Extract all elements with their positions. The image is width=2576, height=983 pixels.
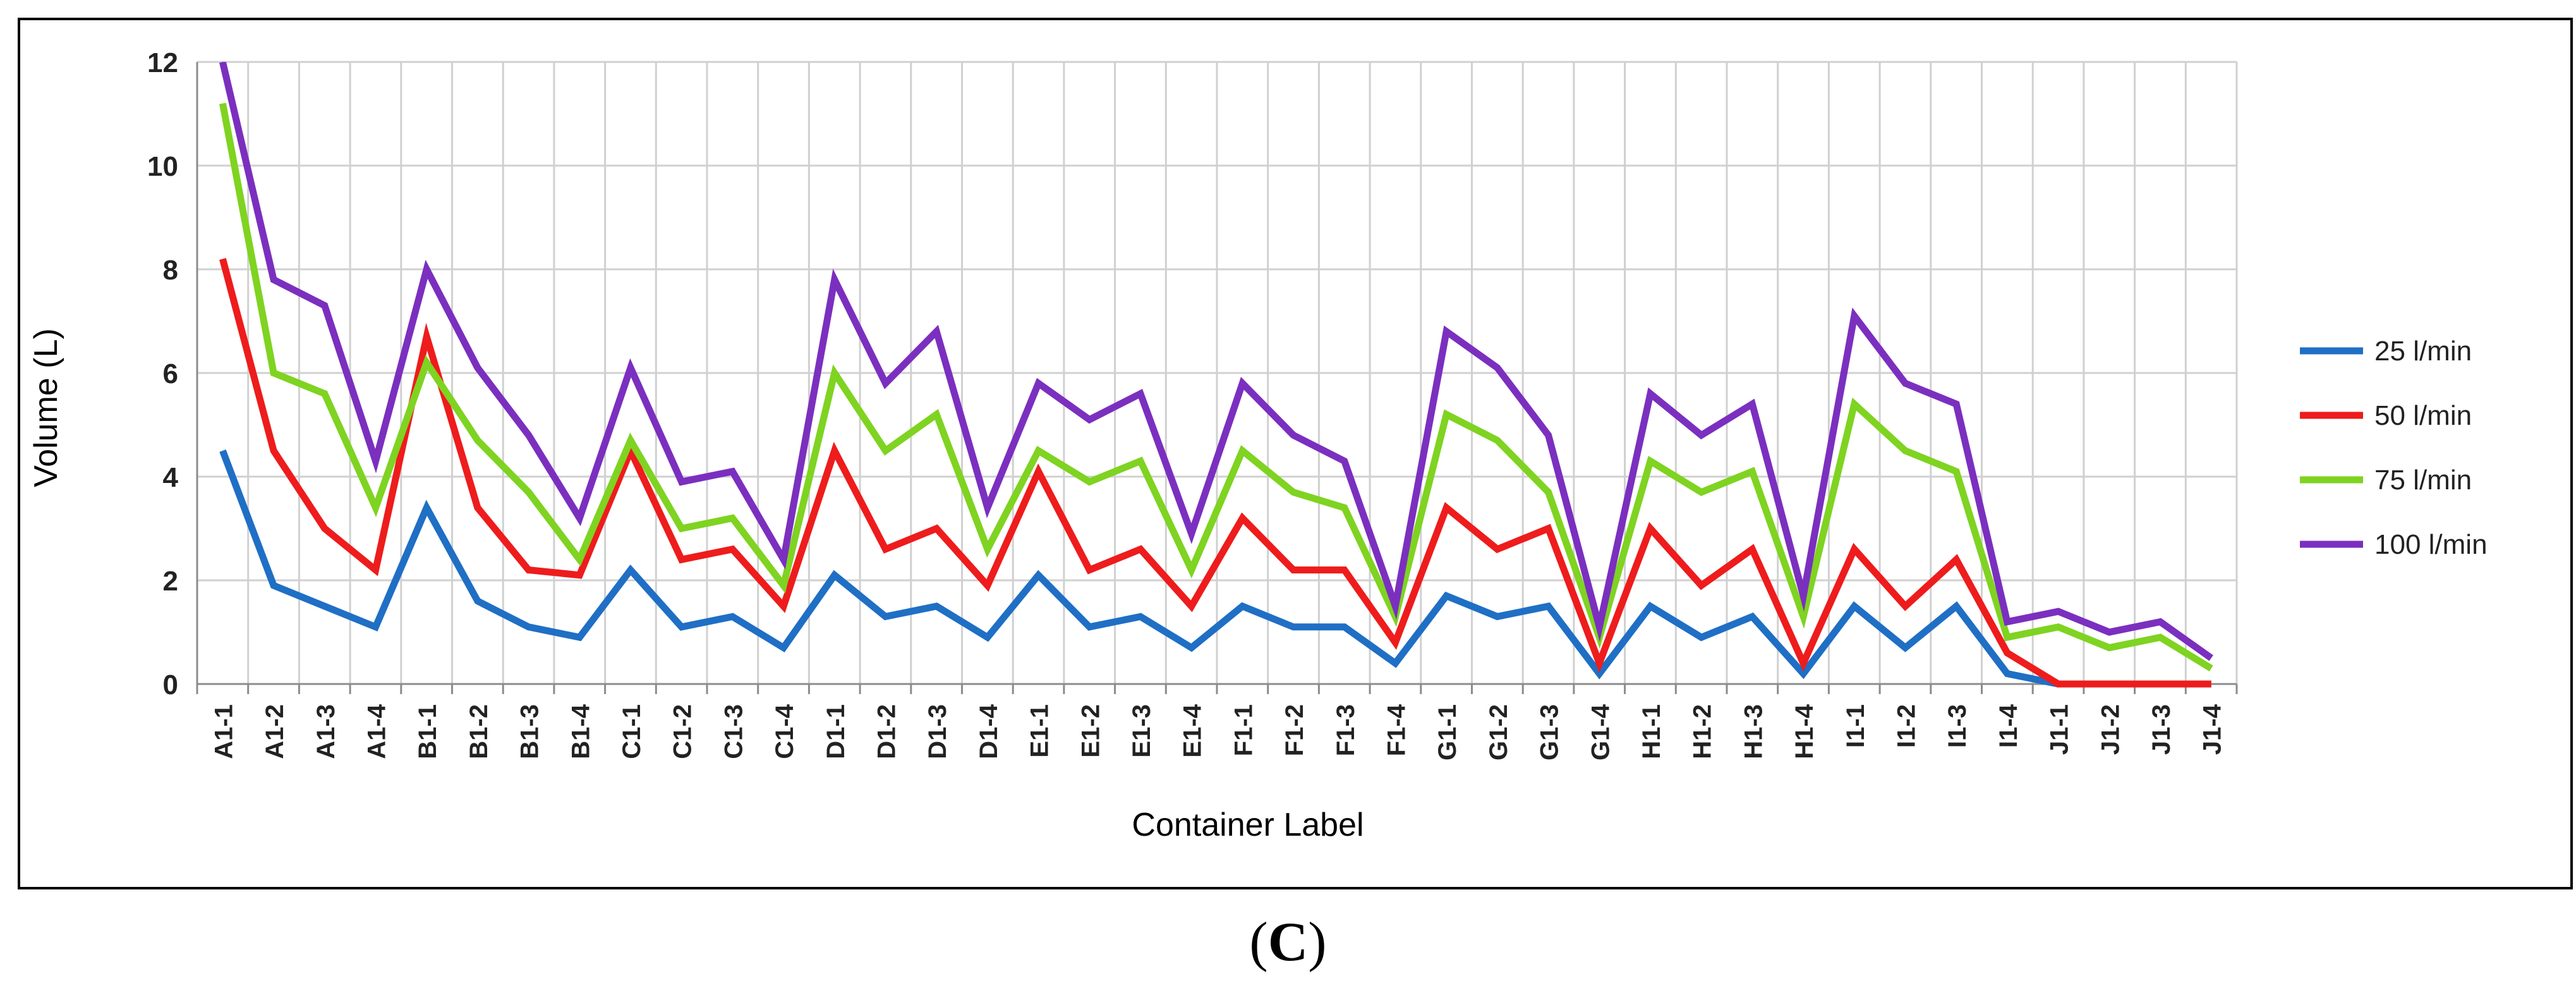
x-tick-label: B1-2 (465, 704, 493, 759)
y-tick-label: 0 (163, 669, 178, 700)
y-tick-label: 6 (163, 358, 178, 389)
x-tick-label: J1-3 (2148, 704, 2175, 755)
x-tick-label: J1-2 (2096, 704, 2124, 755)
x-tick-label: A1-1 (210, 704, 238, 759)
x-tick-label: G1-1 (1434, 704, 1461, 760)
x-tick-label: F1-3 (1332, 704, 1360, 756)
x-tick-label: H1-2 (1689, 704, 1717, 759)
x-tick-label: A1-4 (363, 704, 390, 759)
axes: 0 2 4 6 8 10 12 A1-1 A1-2 A1-3 A1-4 B1-1 B1-2 B1-3 B1-… (147, 47, 2238, 760)
legend-label: 50 l/min (2374, 400, 2472, 431)
x-tick-label: J1-1 (2046, 704, 2074, 755)
x-tick-label: I1-1 (1842, 704, 1870, 748)
x-tick-label: H1-3 (1739, 704, 1767, 759)
x-tick-label: F1-1 (1230, 704, 1257, 756)
series-lines (219, 62, 2213, 688)
x-tick-label: H1-4 (1791, 704, 1818, 759)
x-tick-label: H1-1 (1638, 704, 1666, 759)
legend-label: 25 l/min (2374, 336, 2472, 367)
x-tick-label: E1-3 (1128, 704, 1156, 758)
x-tick-label: D1-1 (822, 704, 850, 759)
figure-caption: (C) (0, 910, 2576, 974)
series-line-2 (219, 258, 2211, 688)
series-line-1 (219, 449, 2211, 688)
x-tick-label: B1-4 (567, 704, 595, 759)
x-axis-title: Container Label (1132, 807, 1364, 843)
caption-close: ) (1308, 912, 1327, 973)
x-tick-label: D1-4 (975, 704, 1003, 759)
x-tick-label: F1-4 (1382, 704, 1410, 756)
x-tick-label: E1-4 (1179, 704, 1207, 757)
series-line-3 (219, 102, 2213, 672)
y-tick-label: 10 (147, 151, 178, 182)
x-tick-label: I1-4 (1995, 704, 2023, 748)
x-tick-label: I1-2 (1892, 704, 1920, 748)
x-tick-label: B1-1 (414, 704, 442, 759)
y-tick-label: 2 (163, 566, 178, 597)
x-tick-label: I1-3 (1944, 704, 1971, 748)
legend-label: 100 l/min (2374, 529, 2488, 560)
x-tick-label: A1-2 (261, 704, 289, 759)
grid (197, 61, 2238, 684)
x-tick-label: E1-2 (1077, 704, 1104, 758)
x-tick-label: F1-2 (1281, 704, 1309, 756)
x-tick-label: A1-3 (312, 704, 340, 759)
y-tick-label: 12 (147, 47, 178, 78)
y-tick-label: 4 (163, 462, 179, 493)
x-tick-label: D1-3 (924, 704, 952, 759)
x-tick-label: D1-2 (873, 704, 900, 759)
y-axis-title: Volume (L) (28, 328, 64, 487)
legend: 25 l/min 50 l/min 75 l/min 100 l/min (2300, 336, 2488, 560)
x-tick-label: C1-2 (669, 704, 697, 759)
legend-label: 75 l/min (2374, 465, 2472, 496)
series-line-4 (219, 62, 2213, 661)
x-tick-label: J1-4 (2199, 704, 2227, 755)
x-tick-label: C1-3 (720, 704, 747, 759)
caption-letter: C (1267, 912, 1309, 973)
x-tick-label: C1-1 (618, 704, 646, 759)
x-tick-label: G1-4 (1587, 704, 1614, 760)
x-tick-label: E1-1 (1026, 704, 1054, 758)
caption-open: ( (1249, 912, 1268, 973)
x-tick-label: G1-3 (1536, 704, 1564, 760)
y-tick-label: 8 (163, 255, 178, 286)
x-tick-label: C1-4 (771, 704, 799, 759)
x-tick-label: G1-2 (1485, 704, 1513, 760)
x-tick-label: B1-3 (516, 704, 544, 759)
